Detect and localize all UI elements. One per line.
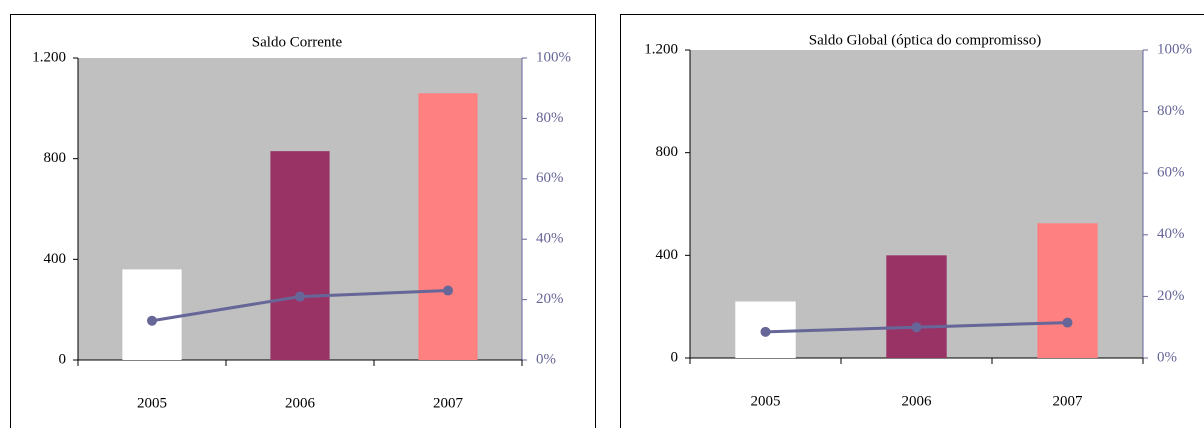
x-tick-label: 2005 [137, 395, 167, 411]
y-tick-label: 400 [44, 251, 67, 267]
y-tick-label: 400 [656, 247, 679, 263]
y-tick-label: 1.200 [32, 49, 66, 65]
x-tick-label: 2007 [433, 395, 464, 411]
y2-tick-label: 100% [1157, 41, 1192, 57]
y2-tick-label: 60% [536, 170, 564, 186]
line-marker [147, 315, 157, 326]
chart-title: Saldo Global (óptica do compromisso) [809, 32, 1041, 48]
y2-tick-label: 60% [1157, 165, 1185, 181]
y-tick-label: 800 [44, 150, 67, 166]
line-marker [443, 285, 453, 296]
line-marker [911, 322, 922, 333]
y-tick-label: 1.200 [644, 41, 678, 57]
x-tick-label: 2007 [1053, 393, 1084, 409]
bar [270, 151, 330, 360]
y2-tick-label: 80% [1157, 103, 1185, 119]
chart-frame [620, 14, 1204, 428]
line-marker [295, 291, 305, 302]
y2-tick-label: 40% [1157, 226, 1185, 242]
chart-frame [10, 14, 596, 428]
x-tick-label: 2005 [751, 393, 781, 409]
bar [122, 269, 182, 360]
line-marker [1062, 317, 1073, 328]
y2-tick-label: 0% [536, 351, 556, 367]
bar [886, 255, 947, 358]
y2-tick-label: 80% [536, 110, 564, 126]
y2-tick-label: 100% [536, 49, 571, 65]
y2-tick-label: 20% [536, 291, 564, 307]
y-tick-label: 0 [671, 349, 679, 365]
y2-tick-label: 40% [536, 231, 564, 247]
y2-tick-label: 0% [1157, 349, 1177, 365]
x-tick-label: 2006 [285, 395, 316, 411]
x-tick-label: 2006 [902, 393, 933, 409]
line-marker [760, 326, 771, 337]
y2-tick-label: 20% [1157, 288, 1185, 304]
bar [418, 93, 478, 360]
chart-title: Saldo Corrente [252, 34, 343, 50]
y-tick-label: 800 [656, 144, 679, 160]
y-tick-label: 0 [59, 351, 67, 367]
bar [1037, 223, 1098, 358]
